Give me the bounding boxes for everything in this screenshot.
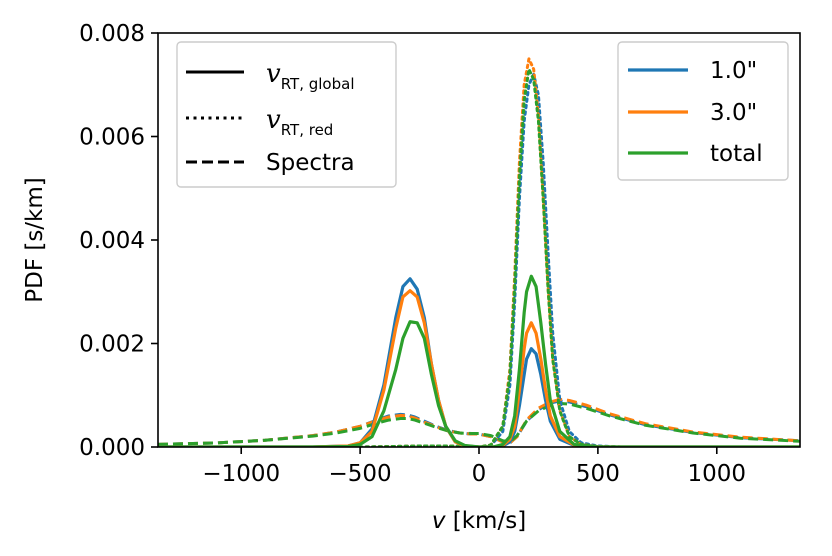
legend-color-label-2: 3.0" (710, 100, 757, 126)
legend-colors: 1.0" 3.0" total (618, 42, 788, 180)
x-tick-label: −1000 (202, 461, 280, 487)
legend-style-dashed-label: Spectra (266, 150, 355, 176)
y-tick-label: 0.008 (79, 21, 145, 47)
y-tick-label: 0.000 (79, 435, 145, 461)
legend-color-label-1: 1.0" (710, 58, 757, 84)
x-axis-label-var: v (432, 508, 446, 534)
x-axis-label: v [km/s] (432, 508, 526, 534)
legend-line-style: vRT, global vRT, red Spectra (177, 42, 396, 187)
x-tick-label: 1000 (688, 461, 747, 487)
y-axis-label: PDF [s/km] (22, 177, 48, 303)
y-tick-label: 0.004 (79, 228, 145, 254)
y-tick-label: 0.002 (79, 332, 145, 358)
x-tick-label: −500 (329, 461, 392, 487)
y-tick-label: 0.006 (79, 125, 145, 151)
x-tick-label: 0 (472, 461, 487, 487)
x-axis-label-unit: [km/s] (445, 508, 526, 534)
x-tick-label: 500 (576, 461, 620, 487)
pdf-chart: −1000 −500 0 500 1000 0.000 0.002 0.004 0.006 0.0… (0, 0, 832, 556)
legend-color-label-3: total (710, 141, 763, 167)
